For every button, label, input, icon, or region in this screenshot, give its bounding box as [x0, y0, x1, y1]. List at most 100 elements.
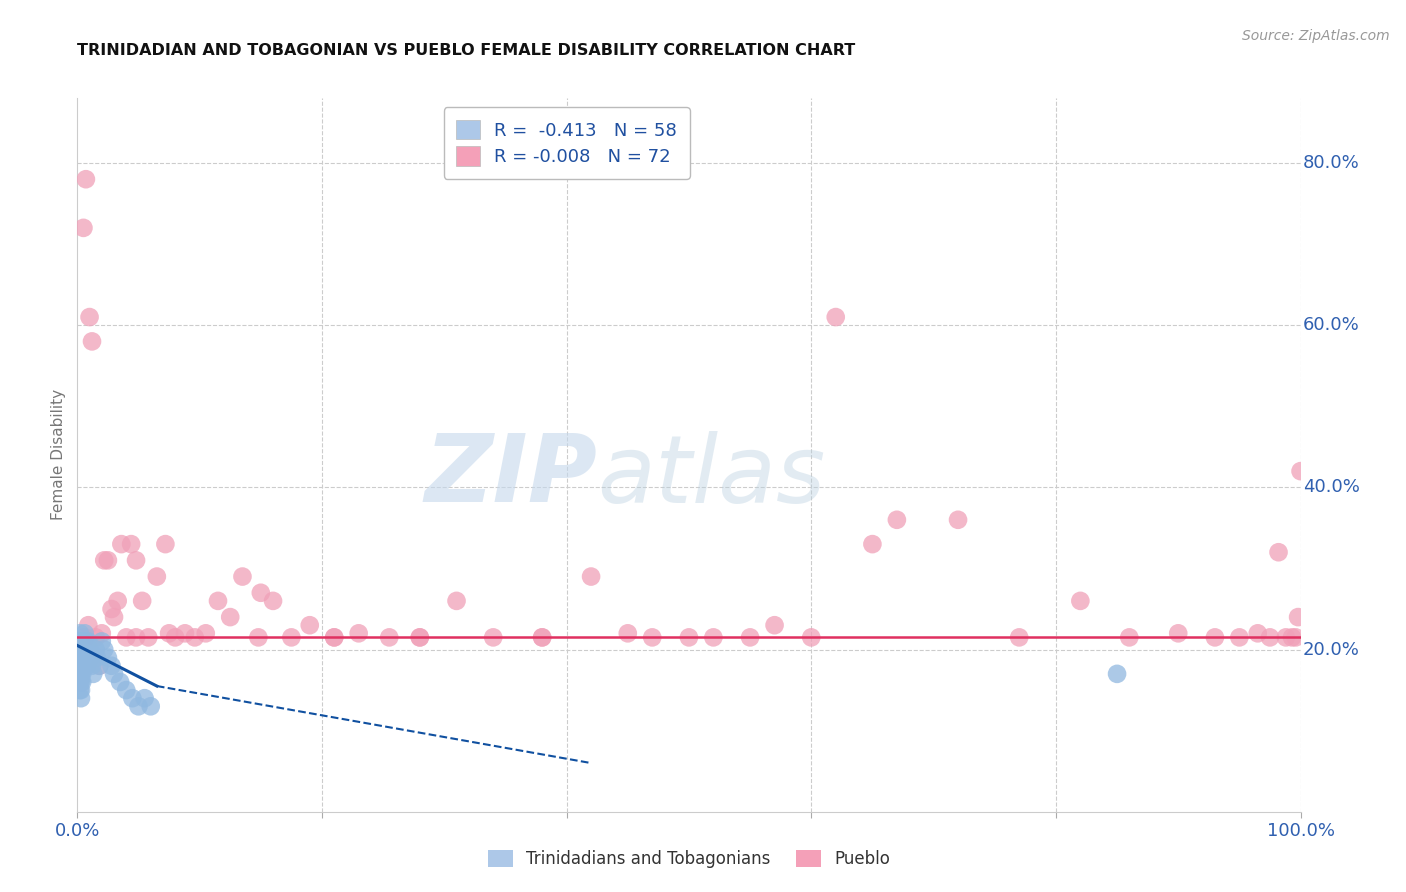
Point: [69, 675, 91, 690]
Point: [155, 537, 177, 551]
Point: [139, 699, 162, 714]
Point: [70, 634, 93, 648]
Point: [76, 650, 98, 665]
Point: [100, 602, 122, 616]
Point: [67, 650, 90, 665]
Point: [69, 650, 91, 665]
Point: [378, 631, 401, 645]
Point: [886, 513, 908, 527]
Point: [262, 594, 284, 608]
Y-axis label: Female Disability: Female Disability: [51, 389, 66, 521]
Point: [231, 569, 253, 583]
Point: [72, 642, 94, 657]
Point: [70, 683, 93, 698]
Point: [70, 650, 93, 665]
Point: [800, 631, 823, 645]
Point: [84, 642, 107, 657]
Point: [946, 513, 969, 527]
Point: [1286, 610, 1309, 624]
Point: [90, 626, 112, 640]
Point: [70, 691, 93, 706]
Text: TRINIDADIAN AND TOBAGONIAN VS PUEBLO FEMALE DISABILITY CORRELATION CHART: TRINIDADIAN AND TOBAGONIAN VS PUEBLO FEM…: [77, 43, 856, 58]
Point: [174, 626, 197, 640]
Point: [617, 626, 640, 640]
Point: [1069, 594, 1091, 608]
Point: [862, 537, 884, 551]
Point: [67, 634, 90, 648]
Point: [579, 569, 602, 583]
Point: [136, 631, 159, 645]
Point: [1118, 631, 1140, 645]
Point: [1275, 631, 1298, 645]
Point: [1289, 464, 1312, 478]
Point: [247, 631, 270, 645]
Point: [125, 631, 148, 645]
Point: [763, 618, 786, 632]
Point: [80, 658, 103, 673]
Point: [70, 658, 93, 673]
Point: [641, 631, 664, 645]
Point: [127, 699, 149, 714]
Point: [446, 594, 468, 608]
Point: [1107, 666, 1129, 681]
Point: [1167, 626, 1189, 640]
Point: [75, 634, 97, 648]
Point: [72, 658, 94, 673]
Point: [194, 626, 217, 640]
Point: [73, 642, 96, 657]
Point: [120, 537, 142, 551]
Text: 60.0%: 60.0%: [1303, 316, 1360, 334]
Point: [67, 666, 90, 681]
Point: [77, 618, 100, 632]
Point: [73, 631, 96, 645]
Point: [1008, 631, 1031, 645]
Point: [97, 553, 120, 567]
Text: 20.0%: 20.0%: [1303, 640, 1360, 658]
Point: [100, 658, 122, 673]
Point: [157, 626, 180, 640]
Point: [70, 666, 93, 681]
Point: [84, 631, 107, 645]
Point: [1258, 631, 1281, 645]
Point: [70, 642, 93, 657]
Point: [323, 631, 346, 645]
Text: 80.0%: 80.0%: [1303, 154, 1360, 172]
Point: [82, 666, 104, 681]
Point: [79, 310, 101, 324]
Point: [73, 650, 96, 665]
Point: [72, 634, 94, 648]
Point: [72, 220, 94, 235]
Point: [409, 631, 432, 645]
Point: [103, 666, 125, 681]
Legend: Trinidadians and Tobagonians, Pueblo: Trinidadians and Tobagonians, Pueblo: [481, 843, 897, 875]
Point: [131, 594, 153, 608]
Point: [1247, 626, 1270, 640]
Point: [69, 626, 91, 640]
Point: [70, 658, 93, 673]
Point: [69, 683, 91, 698]
Point: [250, 586, 273, 600]
Point: [69, 658, 91, 673]
Point: [90, 634, 112, 648]
Point: [89, 658, 111, 673]
Point: [121, 691, 143, 706]
Point: [531, 631, 554, 645]
Point: [323, 631, 346, 645]
Point: [219, 610, 242, 624]
Point: [482, 631, 505, 645]
Point: [89, 658, 111, 673]
Point: [347, 626, 370, 640]
Point: [70, 642, 93, 657]
Point: [107, 594, 129, 608]
Text: ZIP: ZIP: [425, 430, 598, 523]
Point: [70, 675, 93, 690]
Point: [1281, 631, 1303, 645]
Point: [80, 334, 103, 349]
Point: [115, 631, 138, 645]
Text: atlas: atlas: [598, 431, 825, 522]
Point: [165, 631, 187, 645]
Point: [73, 626, 96, 640]
Point: [103, 610, 125, 624]
Point: [1229, 631, 1251, 645]
Point: [75, 172, 97, 186]
